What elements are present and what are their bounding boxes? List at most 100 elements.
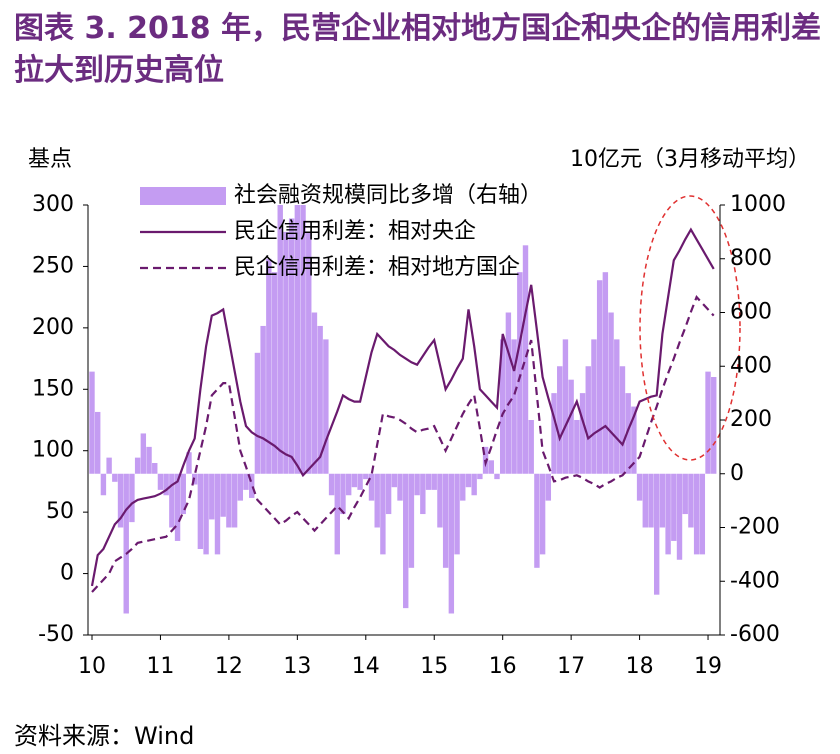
bar	[471, 473, 477, 496]
y-tick-label: 50	[46, 499, 74, 524]
bar	[403, 473, 409, 609]
bar	[596, 280, 603, 474]
bar	[311, 312, 318, 474]
legend-swatch	[140, 187, 226, 205]
bar	[334, 473, 340, 555]
bar	[699, 473, 706, 555]
bar	[146, 446, 152, 474]
bar	[711, 377, 717, 474]
bar	[89, 371, 95, 474]
bar	[271, 272, 278, 474]
x-tick-label: 14	[352, 654, 380, 679]
bar	[574, 420, 580, 474]
bar	[614, 339, 620, 474]
bar	[579, 393, 586, 474]
bar	[682, 473, 688, 515]
bar	[648, 473, 654, 528]
bar	[465, 473, 472, 488]
bar	[568, 379, 574, 474]
highlight-ellipse	[639, 195, 741, 461]
bar	[705, 371, 711, 474]
legend-label: 民企信用利差：相对地方国企	[234, 255, 520, 280]
bar	[636, 473, 643, 501]
bar	[157, 473, 164, 490]
bar	[294, 205, 301, 474]
bar	[117, 473, 124, 528]
bar	[351, 473, 358, 488]
bar	[277, 205, 283, 474]
bar	[288, 218, 295, 474]
bar	[488, 460, 494, 474]
bar	[152, 463, 158, 474]
y2-tick-label: 600	[730, 300, 772, 325]
chart: 基点 10亿元（3月移动平均） -50050100150200250300-60…	[28, 147, 810, 679]
bar	[214, 473, 221, 555]
y2-tick-label: 400	[730, 353, 772, 378]
legend-label: 社会融资规模同比多增（右轴）	[234, 183, 542, 208]
chart-title: 图表 3. 2018 年，民营企业相对地方国企和央企的信用利差拉大到历史高位	[14, 11, 822, 88]
bar	[209, 473, 215, 520]
bar	[180, 473, 186, 515]
bar	[249, 473, 255, 498]
source-note: 资料来源：Wind	[14, 722, 195, 750]
bar	[300, 205, 306, 474]
bar	[186, 452, 192, 474]
bar	[220, 473, 226, 517]
bar	[534, 473, 540, 568]
bar	[665, 473, 671, 555]
y2-tick-label: 0	[730, 461, 744, 486]
x-tick-label: 18	[626, 654, 654, 679]
bar	[437, 473, 443, 528]
bar	[100, 473, 107, 496]
bar	[243, 473, 249, 490]
bar	[671, 473, 677, 541]
bar	[391, 473, 398, 488]
bar	[231, 473, 238, 528]
bar	[283, 231, 289, 474]
bar	[608, 312, 614, 474]
y-tick-label: 250	[32, 253, 74, 278]
bar	[106, 457, 112, 474]
bar	[163, 473, 169, 496]
bar	[545, 473, 552, 501]
bar	[642, 473, 648, 528]
bar	[408, 473, 415, 568]
bar	[174, 473, 181, 541]
bar	[123, 473, 129, 614]
bar	[693, 473, 700, 555]
bar	[112, 473, 118, 482]
y2-tick-label: -600	[730, 622, 780, 647]
y2-tick-label: -200	[730, 515, 780, 540]
line	[90, 227, 715, 587]
bar	[385, 473, 392, 515]
line	[91, 295, 715, 593]
bar	[499, 339, 506, 474]
bar	[363, 473, 369, 480]
bar	[140, 433, 147, 474]
legend-label: 民企信用利差：相对央企	[234, 219, 476, 244]
y2-tick-label: 200	[730, 407, 772, 432]
bar	[688, 473, 694, 528]
bar	[477, 473, 483, 480]
bar	[226, 473, 232, 528]
bar	[619, 366, 626, 474]
bar	[425, 473, 432, 490]
bar	[237, 473, 244, 501]
bar	[380, 473, 386, 555]
bar	[625, 393, 631, 474]
x-tick-label: 17	[557, 654, 585, 679]
bar	[431, 473, 437, 490]
y2-tick-label: 1000	[730, 192, 786, 217]
bar	[129, 473, 135, 523]
bar	[368, 473, 375, 501]
bar	[345, 473, 352, 496]
bar	[505, 312, 512, 474]
x-tick-label: 10	[78, 654, 106, 679]
bar	[551, 393, 557, 474]
y2-axis-label: 10亿元（3月移动平均）	[570, 147, 810, 172]
bar	[397, 473, 403, 501]
bar	[448, 473, 455, 614]
bar	[517, 272, 523, 474]
x-tick-label: 11	[146, 654, 174, 679]
